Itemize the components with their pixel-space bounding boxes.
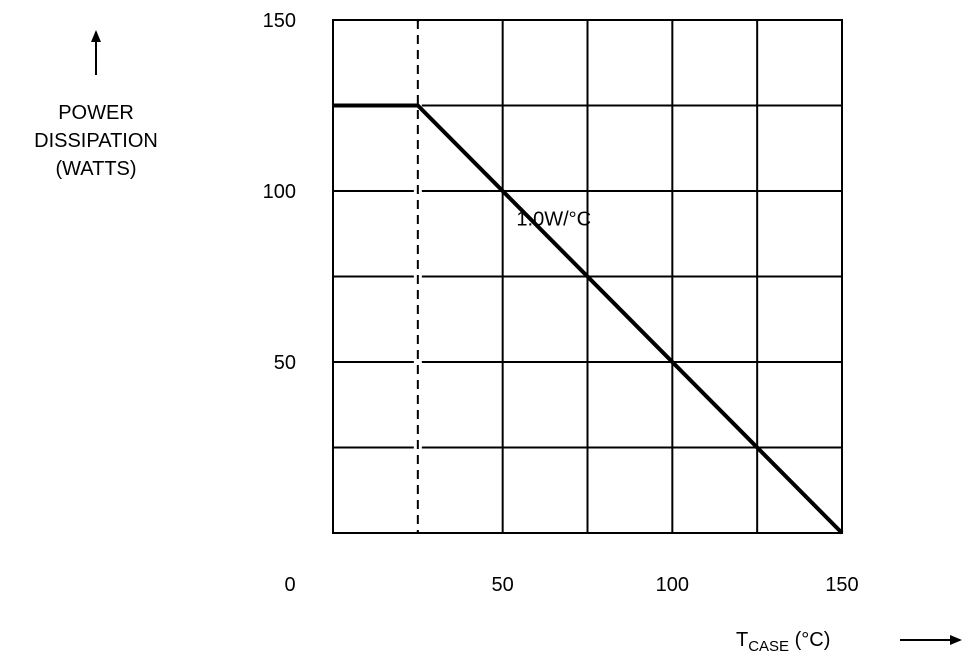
y-tick-label: 50 [274,352,296,374]
slope-annotation: 1.0W/°C [516,208,591,230]
x-tick-label: 150 [825,574,858,596]
series [333,103,844,535]
x-tick-label: 0 [284,574,295,596]
y-axis-label-line-2: DISSIPATION [34,130,158,152]
x-tick-labels: 0 50 100 150 [284,574,858,596]
y-axis-label-line-3: (WATTS) [55,158,136,180]
series-line-0 [333,103,844,535]
reference-lines [413,20,422,533]
x-tick-label: 50 [492,574,514,596]
x-axis-label: TCASE (°C) [736,629,830,654]
y-tick-label: 150 [263,10,296,32]
x-axis-label-unit: (°C) [789,629,830,651]
x-axis-label-subscript: CASE [748,638,789,654]
y-axis-label-line-1: POWER [58,102,134,124]
y-tick-labels: 50 100 150 [263,10,296,374]
y-tick-label: 100 [263,181,296,203]
x-tick-label: 100 [656,574,689,596]
x-axis-label-main: T [736,629,748,651]
plot-frame [332,19,843,534]
